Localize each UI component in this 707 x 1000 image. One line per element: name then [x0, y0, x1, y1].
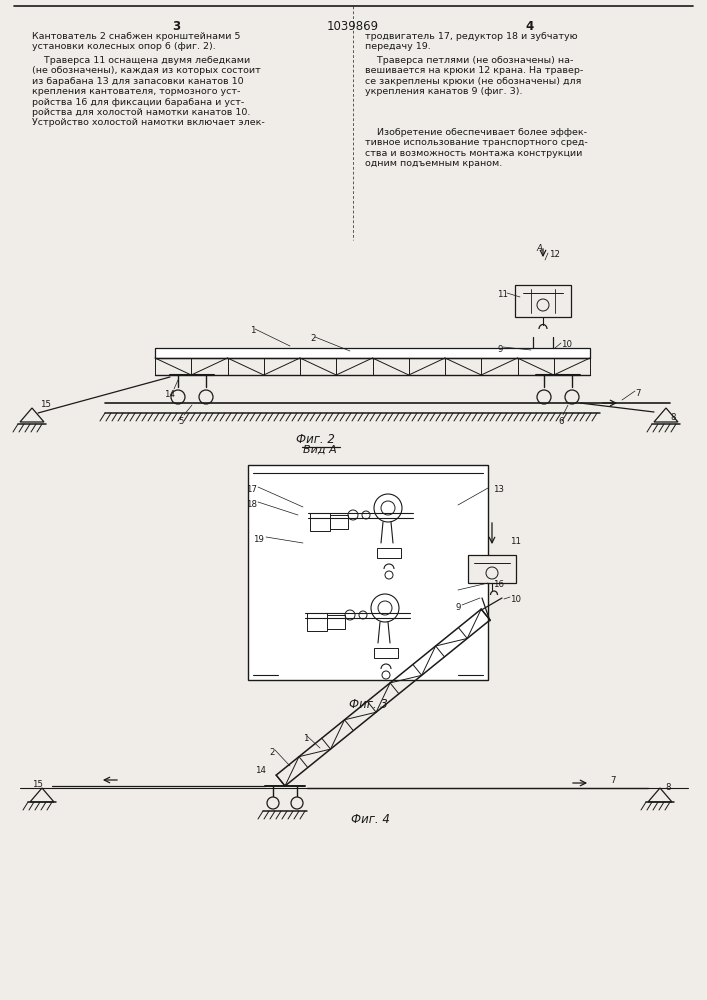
Bar [330, 515, 348, 529]
Text: 15: 15 [40, 400, 51, 409]
Text: 11: 11 [497, 290, 508, 299]
Text: 17: 17 [246, 485, 257, 494]
Text: Фиг. 3: Фиг. 3 [349, 698, 387, 711]
Text: 7: 7 [635, 389, 641, 398]
Text: передачу 19.: передачу 19. [365, 42, 431, 51]
Bar [374, 648, 398, 658]
Text: 9: 9 [455, 603, 460, 612]
Text: 14: 14 [164, 390, 175, 399]
Text: 10: 10 [561, 340, 572, 349]
Text: 1039869: 1039869 [327, 20, 379, 33]
Text: 9: 9 [498, 345, 503, 354]
Text: установки колесных опор 6 (фиг. 2).: установки колесных опор 6 (фиг. 2). [32, 42, 216, 51]
Text: 7: 7 [610, 776, 616, 785]
Text: 1: 1 [250, 326, 255, 335]
Text: Кантователь 2 снабжен кронштейнами 5: Кантователь 2 снабжен кронштейнами 5 [32, 32, 240, 41]
Bar [327, 615, 345, 629]
Bar [468, 555, 516, 583]
Text: 15: 15 [32, 780, 43, 789]
Text: Вид А: Вид А [303, 445, 337, 455]
Text: 16: 16 [493, 580, 504, 589]
Text: 4: 4 [526, 20, 534, 33]
Text: 10: 10 [510, 595, 521, 604]
Bar [515, 285, 571, 317]
Text: 2: 2 [310, 334, 315, 343]
Text: Изобретение обеспечивает более эффек-
тивное использование транспортного сред-
с: Изобретение обеспечивает более эффек- ти… [365, 128, 588, 168]
Text: тродвигатель 17, редуктор 18 и зубчатую: тродвигатель 17, редуктор 18 и зубчатую [365, 32, 578, 41]
Text: Траверса петлями (не обозначены) на-
вешивается на крюки 12 крана. На травер-
се: Траверса петлями (не обозначены) на- веш… [365, 56, 583, 96]
Text: 8: 8 [665, 783, 670, 792]
Text: Фиг. 4: Фиг. 4 [351, 813, 390, 826]
Text: Фиг. 2: Фиг. 2 [296, 433, 334, 446]
Text: 6: 6 [558, 417, 563, 426]
Text: А: А [536, 244, 542, 253]
Text: 12: 12 [549, 250, 560, 259]
Text: 13: 13 [493, 485, 504, 494]
Bar [310, 513, 330, 531]
Text: 5: 5 [178, 417, 184, 426]
Text: Траверса 11 оснащена двумя лебедками
(не обозначены), каждая из которых состоит
: Траверса 11 оснащена двумя лебедками (не… [32, 56, 264, 127]
Bar [307, 613, 327, 631]
Text: 2: 2 [269, 748, 274, 757]
Text: 8: 8 [670, 413, 675, 422]
Text: 3: 3 [172, 20, 180, 33]
Bar [248, 465, 488, 680]
Text: 14: 14 [255, 766, 266, 775]
Text: 19: 19 [253, 535, 264, 544]
Bar [155, 348, 590, 358]
Text: 18: 18 [246, 500, 257, 509]
Text: 1: 1 [303, 734, 308, 743]
Bar [377, 548, 401, 558]
Text: 11: 11 [510, 537, 521, 546]
